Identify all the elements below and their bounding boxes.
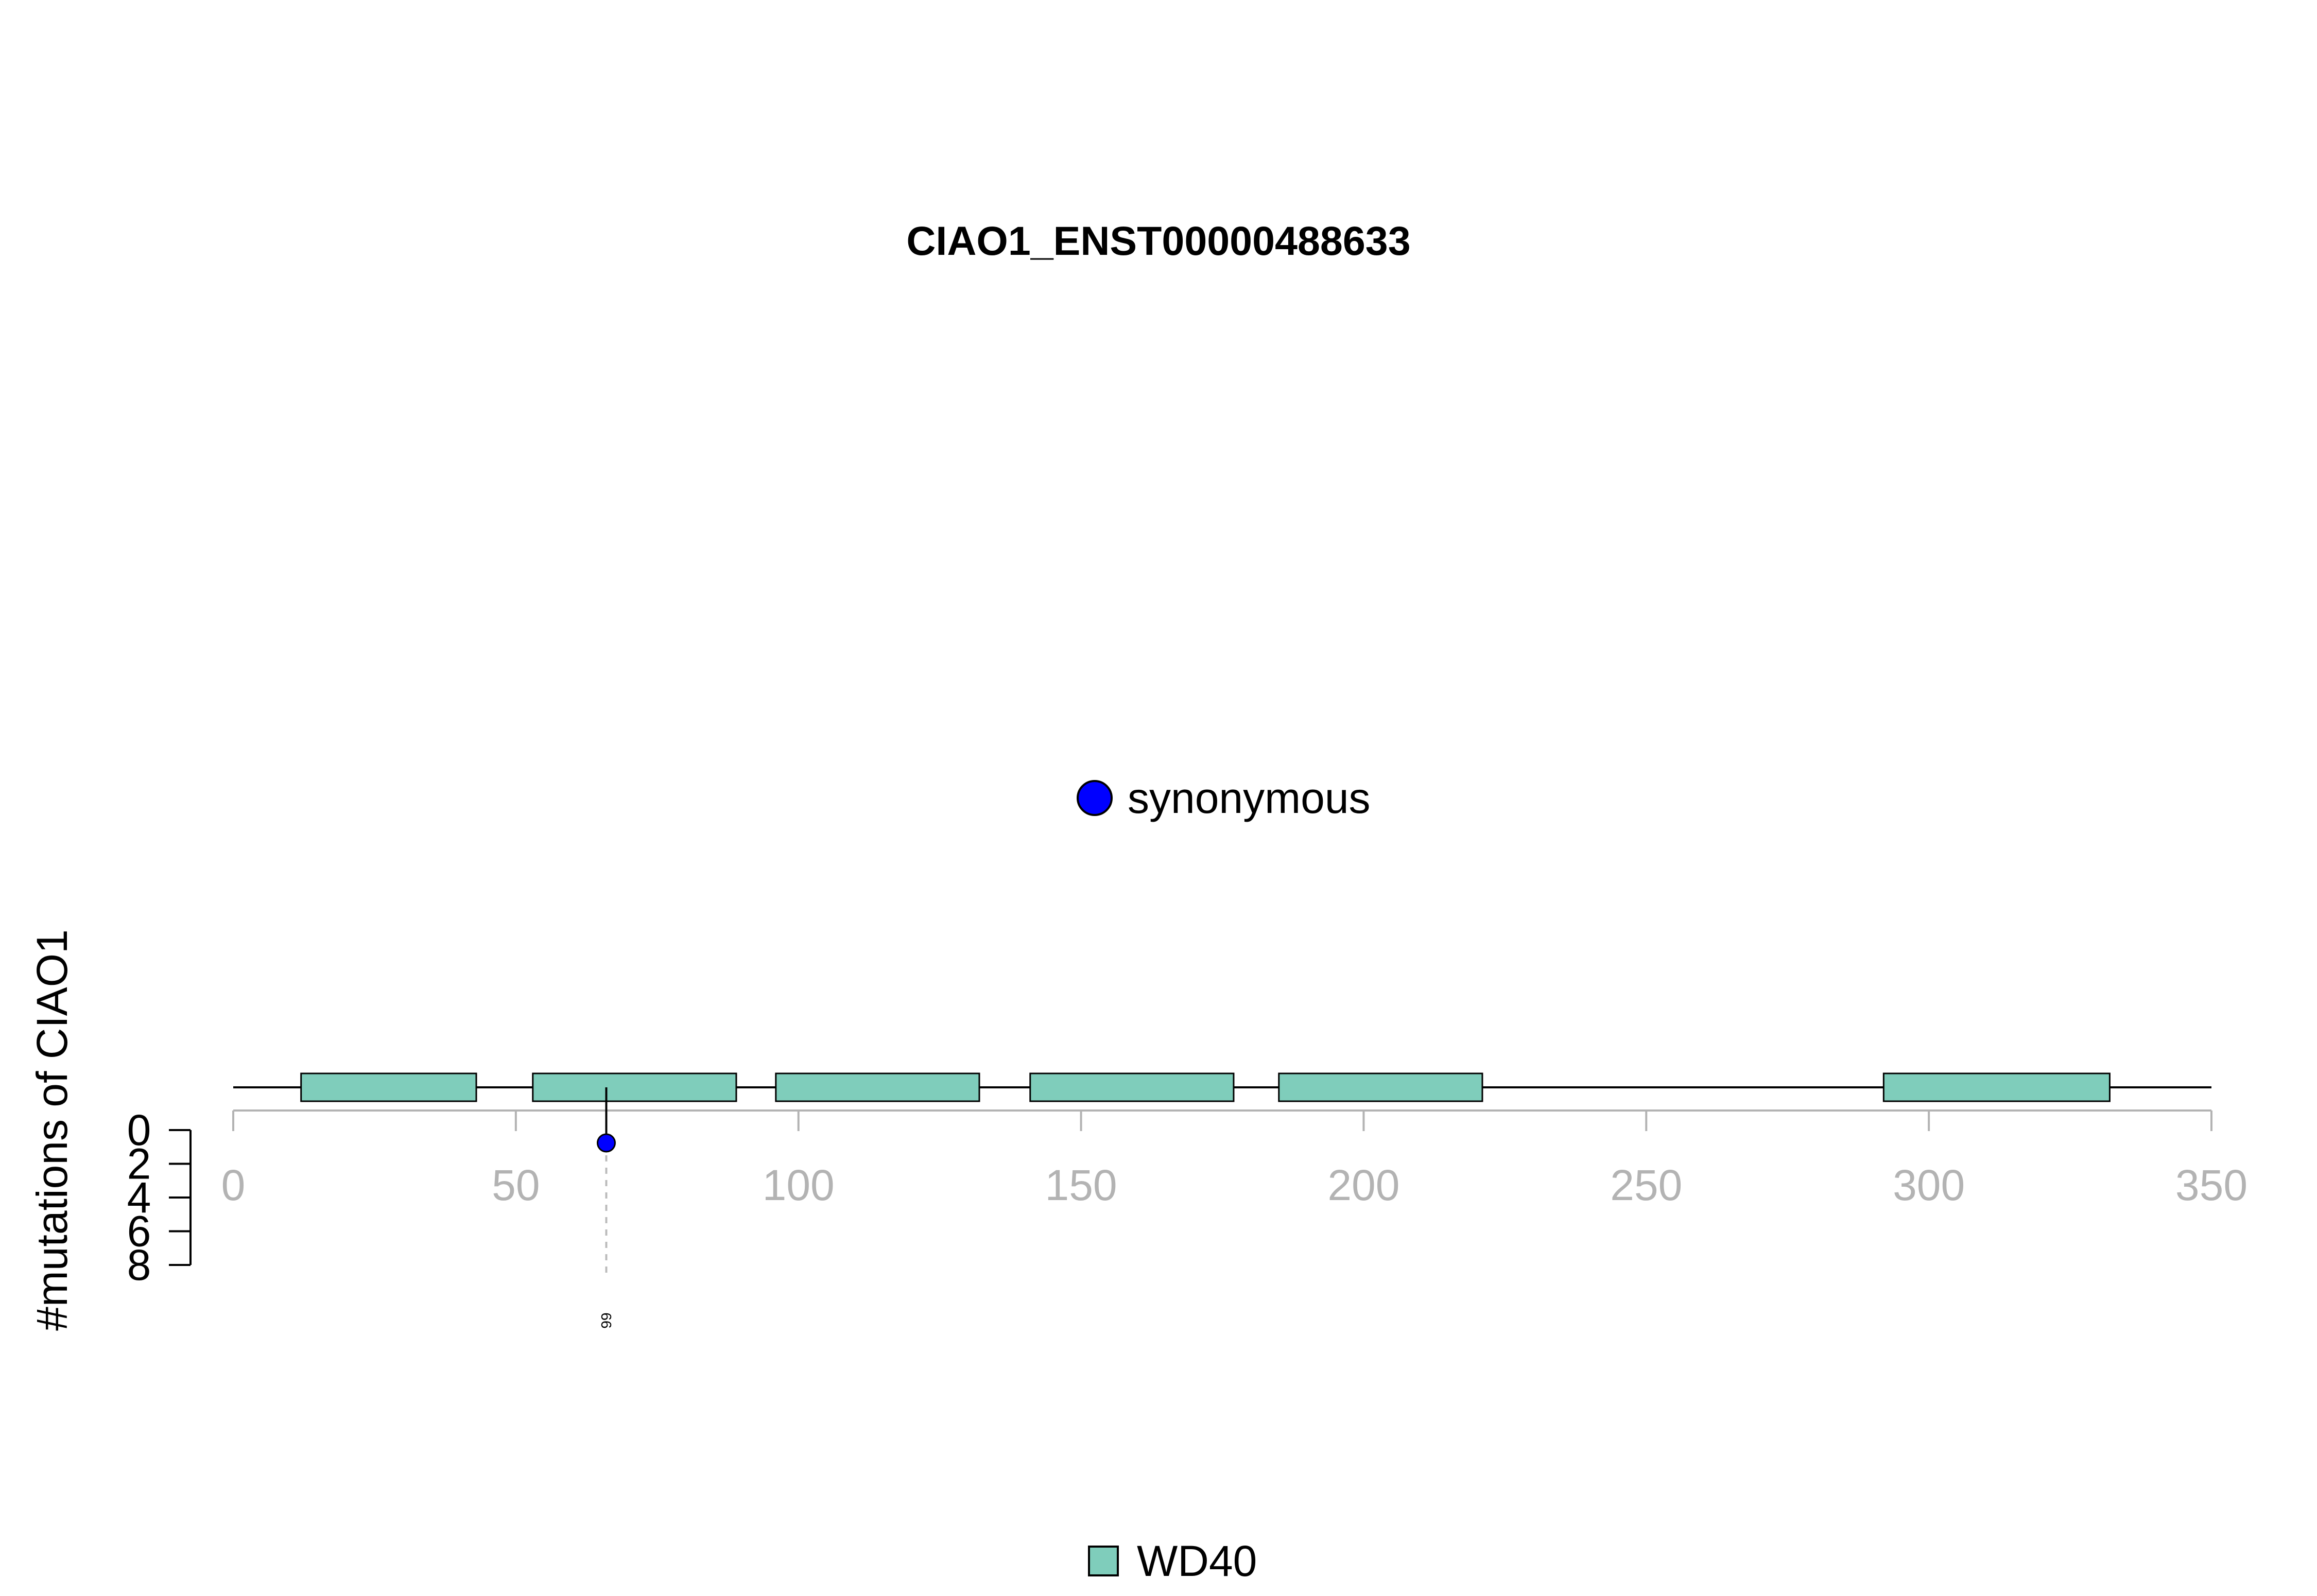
mutation-position-label: 66 [598, 1312, 614, 1328]
x-tick-label: 350 [2175, 1161, 2247, 1209]
domain-wd40-box [1278, 1072, 1483, 1102]
domain-wd40-box [532, 1072, 737, 1102]
legend-wd40-swatch [1088, 1546, 1119, 1576]
domain-wd40-box [1029, 1072, 1235, 1102]
x-axis: 0 50 100 150 200 250 300 350 [221, 1109, 2247, 1209]
x-tick-label: 300 [1893, 1161, 1965, 1209]
x-tick-label: 50 [492, 1161, 540, 1209]
domain-wd40-box [300, 1072, 477, 1102]
mutation-layer: 66 [596, 1087, 616, 1329]
x-tick-label: 150 [1045, 1161, 1117, 1209]
mutation-legend: synonymous [1077, 774, 1371, 822]
legend-synonymous-marker [1077, 780, 1113, 816]
domain-wd40-box [1882, 1072, 2111, 1102]
y-tick-label: 2 [127, 1140, 151, 1188]
domain-layer [300, 1072, 2111, 1102]
x-tick-label: 100 [763, 1161, 835, 1209]
y-tick-label: 4 [127, 1173, 151, 1222]
x-tick-label: 250 [1610, 1161, 1682, 1209]
y-tick-label: 0 [127, 1106, 151, 1154]
mutation-point [596, 1133, 616, 1153]
domain-legend: WD40 [1088, 1537, 1257, 1585]
x-tick-label: 0 [221, 1161, 246, 1209]
domain-wd40-box [775, 1072, 980, 1102]
chart-title: CIAO1_ENST00000488633 [906, 218, 1410, 264]
y-tick-label: 8 [127, 1241, 151, 1289]
y-axis-label: #mutations of CIAO1 [28, 929, 76, 1331]
legend-wd40-label: WD40 [1137, 1537, 1257, 1585]
y-tick-label: 6 [127, 1207, 151, 1256]
legend-synonymous-label: synonymous [1128, 774, 1371, 822]
x-tick-label: 200 [1327, 1161, 1399, 1209]
